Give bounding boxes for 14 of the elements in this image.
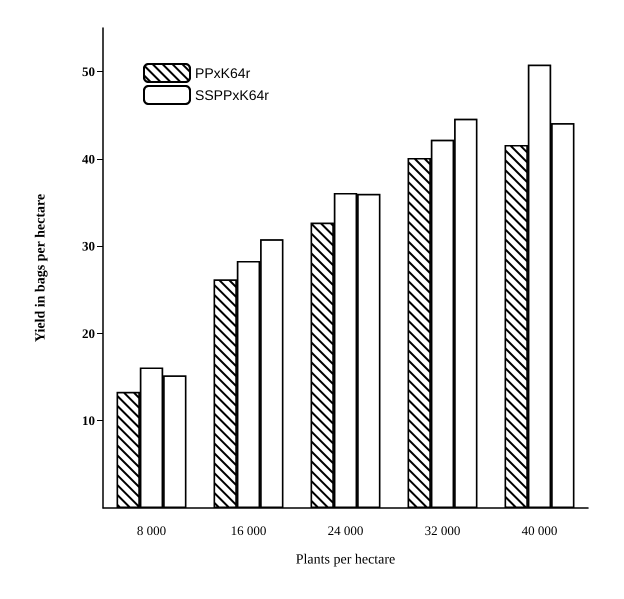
- x-tick-label: 40 000: [522, 523, 558, 538]
- y-tick-label: 20: [82, 326, 95, 341]
- x-tick-label: 24 000: [328, 523, 364, 538]
- y-tick-label: 50: [82, 64, 95, 80]
- y-tick-label: 10: [82, 413, 95, 428]
- legend-label: SSPPxK64r: [195, 87, 270, 103]
- x-tick-label: 16 000: [230, 523, 266, 538]
- y-axis-title: Yield in bags per hectare: [34, 194, 48, 342]
- y-tick-label: 30: [82, 238, 95, 254]
- x-tick-label: 32 000: [424, 523, 460, 538]
- y-tick-label: 40: [82, 151, 95, 166]
- x-tick-label: 8 000: [136, 523, 166, 538]
- legend-label: PPxK64r: [195, 65, 251, 81]
- x-axis-title: Plants per hectare: [296, 552, 396, 568]
